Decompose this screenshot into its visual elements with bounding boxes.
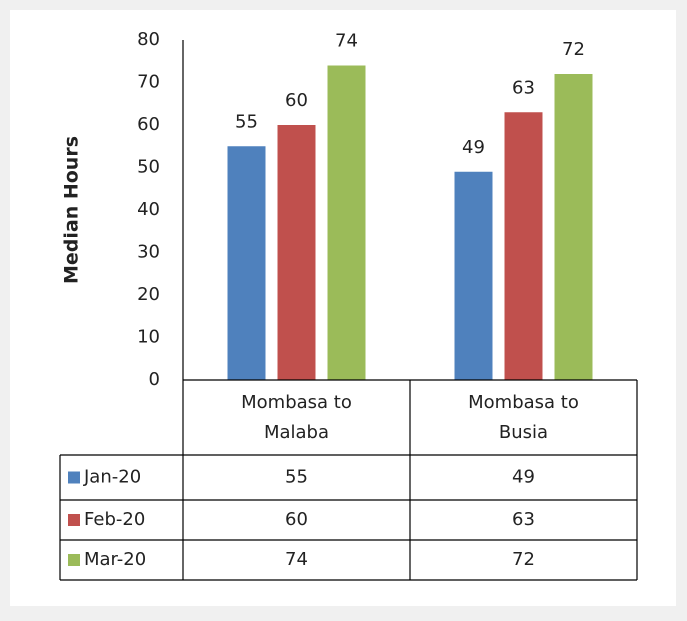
data-label: 49 <box>462 137 485 158</box>
bar <box>504 112 543 380</box>
y-tick-label: 30 <box>137 242 160 263</box>
table-value: 49 <box>512 467 535 488</box>
table-value: 63 <box>512 509 535 530</box>
y-tick-label: 70 <box>137 72 160 93</box>
data-label: 72 <box>562 39 585 60</box>
legend-key <box>68 471 80 484</box>
legend-key <box>68 514 80 526</box>
data-label: 60 <box>285 90 308 111</box>
y-tick-label: 60 <box>137 114 160 135</box>
x-tick-label: Mombasa to Malaba <box>241 392 352 443</box>
data-label: 55 <box>235 111 258 132</box>
table-value: 74 <box>285 549 308 570</box>
legend-label: Jan-20 <box>83 467 141 488</box>
y-tick-label: 80 <box>137 29 160 50</box>
y-tick-label: 50 <box>137 157 160 178</box>
legend-key <box>68 554 80 566</box>
table-value: 60 <box>285 509 308 530</box>
y-tick-label: 10 <box>137 327 160 348</box>
data-label: 74 <box>335 31 358 52</box>
y-axis-label: Median Hours <box>61 136 83 284</box>
bar <box>454 171 493 380</box>
bar <box>327 65 366 380</box>
table-value: 72 <box>512 549 535 570</box>
table-value: 55 <box>285 467 308 488</box>
x-tick-label: Mombasa to Busia <box>468 392 579 443</box>
legend-label: Mar-20 <box>84 549 146 570</box>
bar <box>277 125 316 380</box>
category-cell: Mombasa to Busia <box>468 392 579 443</box>
category-cell: Mombasa to Malaba <box>241 392 352 443</box>
data-label: 63 <box>512 77 535 98</box>
y-tick-label: 20 <box>137 284 160 305</box>
legend-label: Feb-20 <box>84 509 145 530</box>
bar <box>554 74 593 380</box>
bar <box>227 146 266 380</box>
y-tick-label: 0 <box>149 369 160 390</box>
y-tick-label: 40 <box>137 199 160 220</box>
